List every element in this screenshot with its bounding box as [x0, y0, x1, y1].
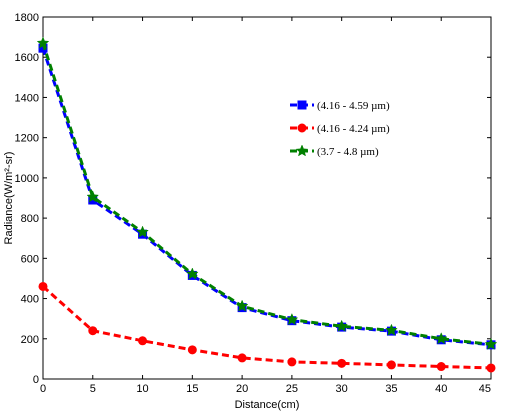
legend-label: (4.16 - 4.24 µm) [317, 123, 390, 135]
y-tick-label: 1600 [15, 52, 39, 64]
series-line [41, 42, 492, 346]
legend-item: (3.7 - 4.8 µm) [290, 144, 379, 158]
data-point [285, 313, 299, 326]
data-point [138, 336, 148, 346]
plot-area [42, 16, 492, 380]
y-tick-label: 1800 [15, 12, 39, 24]
y-tick-label: 0 [33, 374, 39, 386]
series-line [42, 285, 492, 370]
x-tick-label: 45 [479, 383, 491, 395]
x-axis-label: Distance(cm) [235, 399, 300, 411]
data-point [486, 363, 496, 373]
legend-item: (4.16 - 4.59 µm) [290, 100, 390, 112]
data-point [484, 337, 498, 350]
legend-marker [297, 100, 307, 110]
y-tick-label: 800 [21, 213, 39, 225]
series-3 [36, 36, 498, 350]
x-tick-label: 10 [136, 383, 148, 395]
x-tick-label: 40 [435, 383, 447, 395]
series-2 [38, 281, 496, 373]
x-tick-label: 20 [236, 383, 248, 395]
data-point [86, 190, 100, 203]
series-layer [36, 36, 498, 373]
data-point [386, 360, 396, 370]
data-point [187, 345, 197, 355]
data-point [434, 332, 448, 345]
y-tick-label: 200 [21, 334, 39, 346]
axis-ticks: 0 5 10 15 20 25 30 35 40 45 0 200 400 600 800 1000 1200 1… [15, 12, 492, 395]
y-tick-label: 1000 [15, 173, 39, 185]
legend: (4.16 - 4.59 µm) (4.16 - 4.24 µm) (3.7 - 4… [290, 100, 390, 158]
data-point [237, 353, 247, 363]
y-axis-label: Radiance(W/m²-sr) [3, 152, 15, 245]
y-tick-label: 1200 [15, 133, 39, 145]
x-tick-label: 15 [186, 383, 198, 395]
data-point [88, 326, 98, 336]
legend-marker [297, 123, 307, 133]
y-tick-label: 1400 [15, 92, 39, 104]
data-point [385, 323, 398, 336]
data-point [436, 362, 446, 372]
data-point [38, 281, 48, 291]
data-point [335, 319, 348, 332]
legend-label: (3.7 - 4.8 µm) [317, 146, 379, 158]
y-tick-label: 600 [21, 253, 39, 265]
legend-item: (4.16 - 4.24 µm) [290, 123, 390, 135]
series-line [41, 47, 492, 347]
legend-label: (4.16 - 4.59 µm) [317, 100, 390, 112]
x-tick-label: 25 [286, 383, 298, 395]
x-tick-label: 5 [90, 383, 96, 395]
legend-marker [295, 144, 309, 157]
data-point [136, 225, 149, 238]
data-point [186, 267, 199, 280]
data-point [287, 357, 297, 367]
y-tick-label: 400 [21, 294, 39, 306]
data-point [235, 299, 249, 312]
data-point [337, 358, 347, 368]
x-tick-label: 30 [336, 383, 348, 395]
x-tick-label: 0 [40, 383, 46, 395]
data-point [36, 36, 50, 49]
x-tick-label: 35 [385, 383, 397, 395]
